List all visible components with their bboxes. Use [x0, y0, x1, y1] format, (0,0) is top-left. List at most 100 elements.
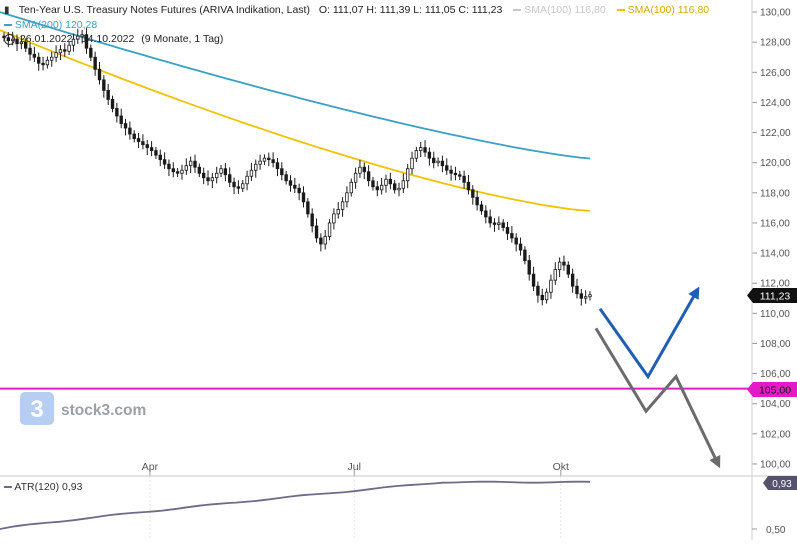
candle-body [349, 181, 353, 194]
candle-body [414, 150, 419, 159]
time-axis: Apr Jul Okt [142, 461, 569, 540]
legend: ▮ Ten-Year U.S. Treasury Notes Futures (… [4, 3, 709, 46]
support-price-text: 105,00 [759, 385, 791, 397]
legend-row-sma200: SMA(200) 120,28 [4, 18, 709, 32]
sma200-label: SMA(200) [14, 19, 63, 31]
sma100-grey-swatch [513, 9, 522, 12]
candle-body [306, 201, 310, 215]
candle-body [219, 168, 223, 174]
candle-body [249, 169, 254, 177]
candle-body [102, 79, 106, 91]
candle-body [492, 222, 497, 225]
candle-body [440, 160, 445, 167]
candle-body [149, 147, 154, 152]
candle-body [479, 204, 484, 212]
candle-body [293, 184, 297, 189]
candle-body [15, 38, 19, 45]
last-price-badge: 111,23 [747, 288, 797, 303]
price-axis: 130,00 128,00 126,00 124,00 122,00 120,00 118,… [751, 0, 791, 540]
candle-body [167, 163, 171, 170]
atr-swatch [4, 486, 12, 489]
candle-body [54, 52, 58, 58]
candle-body [392, 183, 397, 191]
candle-body [579, 293, 584, 299]
candle-body [184, 165, 189, 171]
y-tick-label: 130,00 [760, 8, 791, 19]
candle-body [267, 157, 271, 161]
candle-body [80, 34, 84, 37]
candle-body [58, 49, 63, 54]
candle-body [518, 243, 523, 251]
candle-body [319, 237, 323, 245]
y-tick-label: 120,00 [760, 158, 791, 169]
candle-body [63, 49, 67, 52]
candle-body [358, 166, 362, 174]
stock3-logo-icon [20, 392, 54, 425]
candle-body [228, 174, 232, 183]
y-tick-label: 100,00 [760, 459, 791, 470]
sma200-line [0, 11, 591, 160]
sma100-grey-label: SMA(100) [524, 4, 572, 16]
candle-body [345, 192, 349, 203]
candle-body [71, 38, 76, 46]
candle-body [510, 233, 514, 239]
candle-body [180, 169, 184, 174]
candle-body [37, 56, 41, 64]
candle-body [501, 222, 505, 228]
support-badge: 105,00 [747, 382, 797, 397]
ohlc-values: O: 111,07 H: 111,39 L: 111,05 C: 111,23 [318, 4, 503, 16]
candle-body [583, 296, 588, 299]
candle-body [540, 294, 544, 301]
y-tick-label: 122,00 [760, 128, 791, 139]
candle-body [93, 56, 97, 70]
y-tick-label: 108,00 [760, 339, 791, 350]
candle-body [536, 285, 540, 296]
candle-body [223, 168, 228, 176]
candle-body [353, 172, 358, 183]
atr-badge: 0,93 [763, 476, 797, 490]
candle-body [432, 157, 436, 164]
period-text: (9 Monate, 1 Tag) [141, 33, 224, 45]
candle-body [119, 115, 123, 124]
candle-body [445, 165, 449, 171]
sma100-label: SMA(100) [627, 4, 675, 16]
candle-body [141, 141, 145, 146]
y-tick-label: 112,00 [760, 279, 790, 290]
candle-body [332, 213, 336, 224]
candle-body [236, 186, 241, 189]
candle-body [362, 166, 366, 173]
sma100-value: 116,80 [677, 4, 710, 16]
candle-body [514, 237, 518, 245]
y-tick-label: 126,00 [760, 68, 791, 79]
scenario-down-arrow [594, 327, 721, 469]
y-tick-label: 106,00 [760, 369, 791, 380]
candle-body [106, 89, 110, 100]
candle-body [284, 174, 288, 182]
candle-body [136, 138, 141, 142]
candle-body [241, 183, 245, 189]
candle-body [475, 196, 479, 206]
candle-body [379, 184, 384, 191]
candle-body [76, 35, 80, 40]
candle-body [19, 41, 24, 45]
atr-legend: ATR(120) 0,93 [4, 481, 82, 493]
y-tick-label: 128,00 [760, 38, 791, 49]
y-tick-label: 114,00 [760, 249, 790, 260]
candle-body [531, 273, 536, 287]
candle-body [254, 163, 258, 171]
candle-body [497, 222, 501, 225]
candle-body [67, 44, 71, 52]
candle-body [553, 269, 557, 281]
candle-type-icon[interactable]: ▮ [4, 5, 10, 16]
y-tick-label: 116,00 [760, 218, 790, 229]
candle-body [388, 178, 393, 185]
candle-body [427, 151, 432, 159]
candle-body [462, 175, 466, 183]
candle-body [449, 169, 453, 174]
x-tick-label: Jul [348, 461, 361, 473]
candle-body [171, 168, 175, 173]
watermark: 3 stock3.com [20, 392, 146, 425]
candle-body [340, 201, 345, 210]
candle-body [188, 160, 193, 167]
